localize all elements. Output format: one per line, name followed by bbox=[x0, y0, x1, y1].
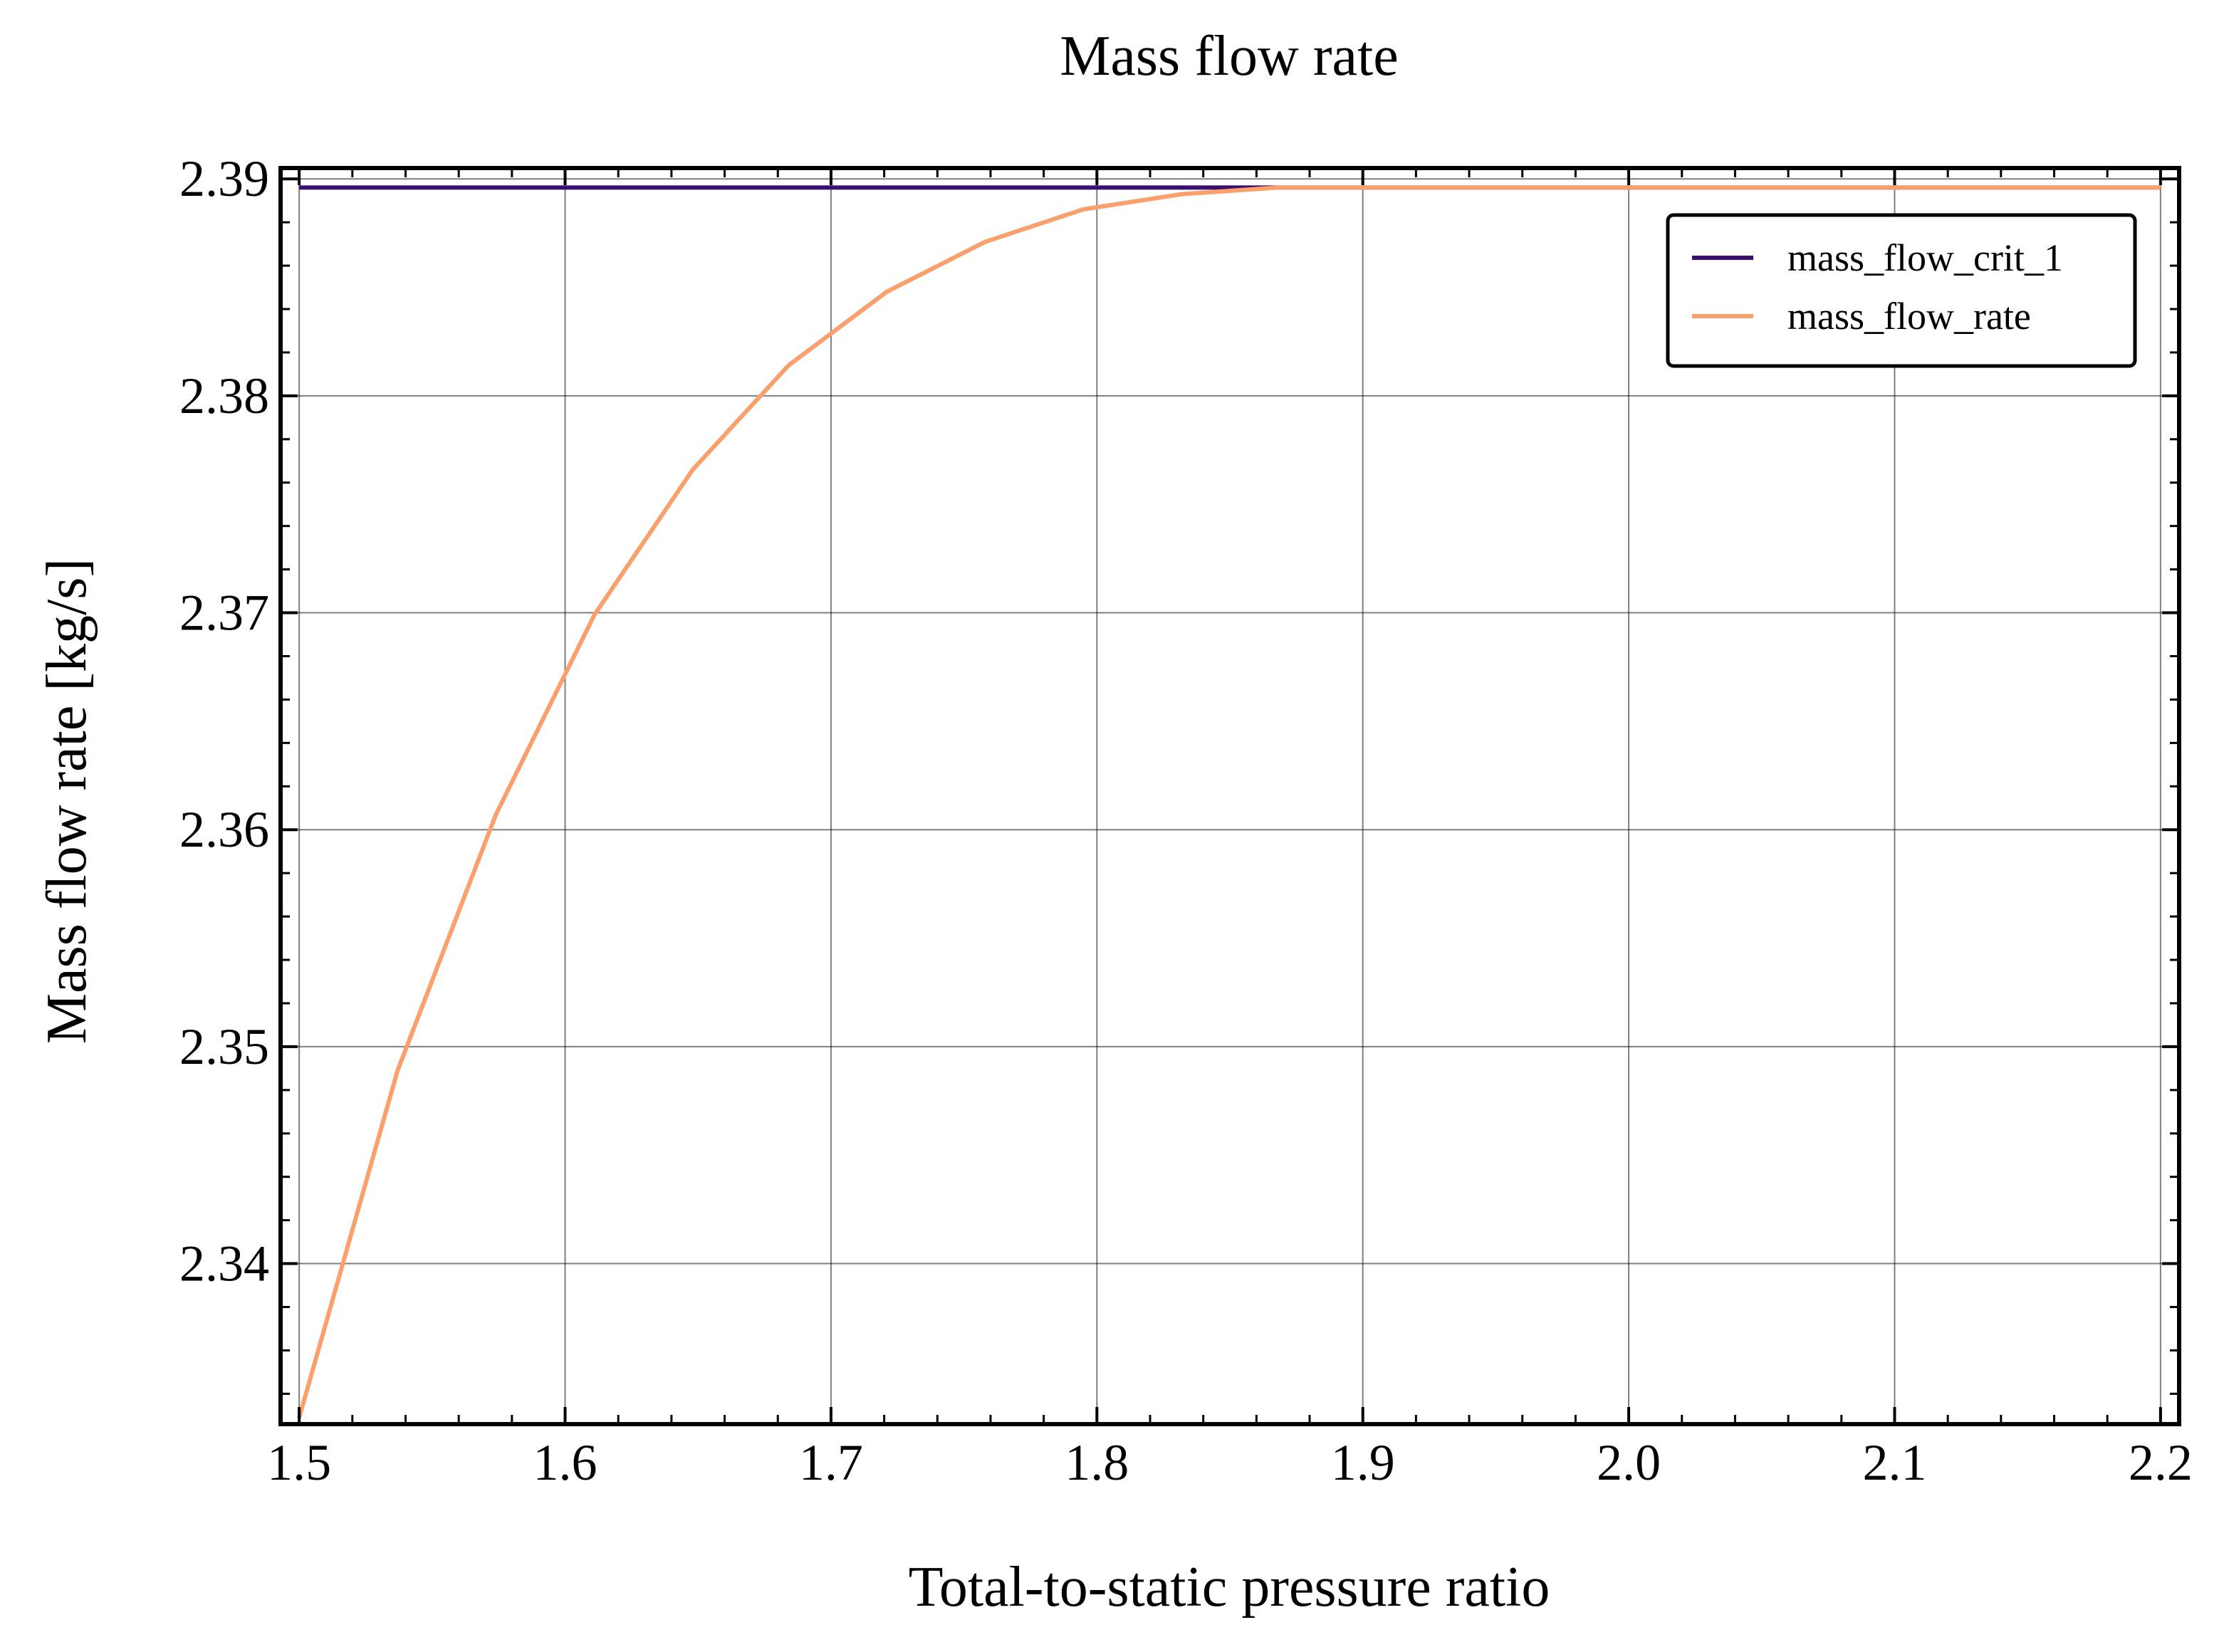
plot-frame bbox=[278, 166, 2181, 1426]
legend-label: mass_flow_rate bbox=[1787, 295, 2031, 338]
chart-title: Mass flow rate bbox=[1060, 25, 1398, 88]
x-tick-label: 1.7 bbox=[799, 1434, 863, 1491]
y-tick-label: 2.34 bbox=[179, 1235, 269, 1292]
x-tick-label: 1.9 bbox=[1331, 1434, 1395, 1491]
x-tick-label: 2.0 bbox=[1597, 1434, 1661, 1491]
y-tick-label: 2.39 bbox=[179, 150, 269, 207]
x-tick-label: 2.2 bbox=[2129, 1434, 2193, 1491]
y-tick-label: 2.37 bbox=[179, 585, 269, 642]
axis-ticks: 1.5 1.6 1.7 1.8 1.9 2.0 2.1 2.2 2.34 2.35 2.36 2.37… bbox=[179, 150, 2193, 1491]
legend: mass_flow_crit_1 mass_flow_rate bbox=[1666, 213, 2137, 368]
y-tick-label: 2.35 bbox=[179, 1018, 269, 1075]
x-tick-label: 1.6 bbox=[533, 1434, 597, 1491]
x-tick-label: 2.1 bbox=[1862, 1434, 1926, 1491]
y-tick-label: 2.38 bbox=[179, 367, 269, 424]
plot-border bbox=[278, 166, 2181, 1426]
x-tick-label: 1.8 bbox=[1065, 1434, 1129, 1491]
legend-label: mass_flow_crit_1 bbox=[1787, 236, 2063, 279]
y-tick-label: 2.36 bbox=[179, 801, 269, 858]
series-line-mass-flow-rate bbox=[297, 185, 2161, 1418]
x-axis-label: Total-to-static pressure ratio bbox=[909, 1556, 1550, 1619]
x-tick-label: 1.5 bbox=[267, 1434, 331, 1491]
series-lines bbox=[297, 185, 2161, 1418]
y-axis-label: Mass flow rate [kg/s] bbox=[36, 558, 98, 1044]
legend-box bbox=[1666, 213, 2137, 368]
